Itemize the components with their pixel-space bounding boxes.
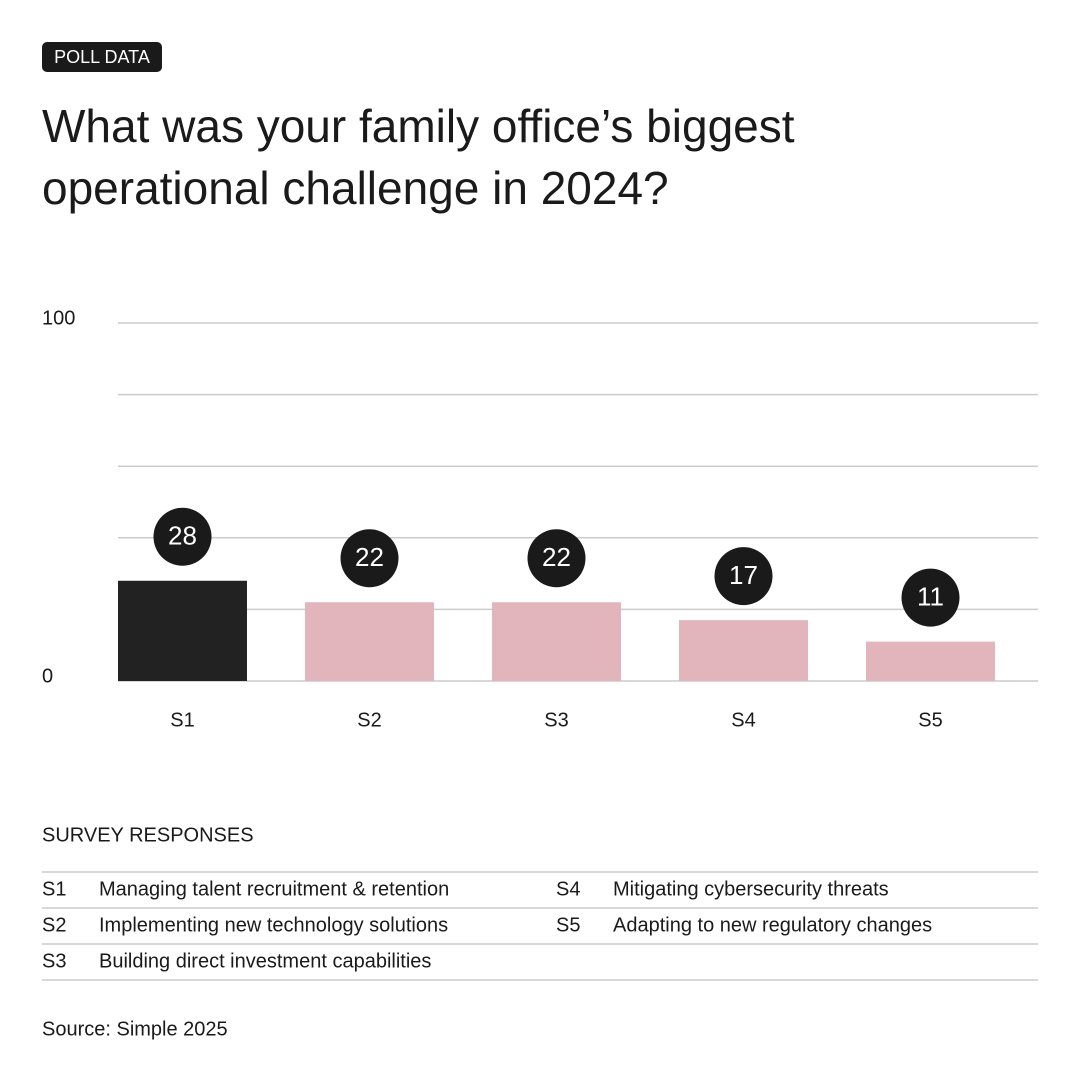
legend-label: Adapting to new regulatory changes <box>613 914 932 936</box>
bar <box>866 641 995 681</box>
legend-code: S1 <box>42 878 66 900</box>
x-tick-label: S1 <box>170 709 194 731</box>
x-tick-label: S5 <box>918 709 942 731</box>
badge: POLL DATA <box>54 47 150 67</box>
legend-label: Implementing new technology solutions <box>99 914 448 936</box>
legend-code: S4 <box>556 878 580 900</box>
legend-code: S3 <box>42 950 66 972</box>
x-tick-label: S4 <box>731 709 755 731</box>
legend-code: S5 <box>556 914 580 936</box>
value-label: 28 <box>168 521 197 551</box>
legend-label: Mitigating cybersecurity threats <box>613 878 889 900</box>
badge-bg <box>42 42 162 72</box>
value-badge <box>340 529 399 588</box>
y-tick-label: 100 <box>42 307 75 329</box>
value-badge <box>714 547 773 606</box>
x-tick-label: S2 <box>357 709 381 731</box>
bar <box>679 620 808 681</box>
value-label: 17 <box>729 560 758 590</box>
value-badge <box>153 507 212 566</box>
chart-title: operational challenge in 2024? <box>42 162 669 214</box>
bar <box>118 580 247 681</box>
x-tick-label: S3 <box>544 709 568 731</box>
legend-label: Managing talent recruitment & retention <box>99 878 449 900</box>
value-badge <box>901 568 960 627</box>
value-label: 22 <box>542 542 571 572</box>
source: Source: Simple 2025 <box>42 1018 228 1040</box>
value-label: 11 <box>917 581 944 611</box>
legend-label: Building direct investment capabilities <box>99 950 431 972</box>
chart-title: What was your family office’s biggest <box>42 100 795 152</box>
legend-title: SURVEY RESPONSES <box>42 824 254 846</box>
value-badge <box>527 529 586 588</box>
y-tick-label: 0 <box>42 665 53 687</box>
value-label: 22 <box>355 542 384 572</box>
bar <box>305 602 434 681</box>
bar <box>492 602 621 681</box>
legend-code: S2 <box>42 914 66 936</box>
